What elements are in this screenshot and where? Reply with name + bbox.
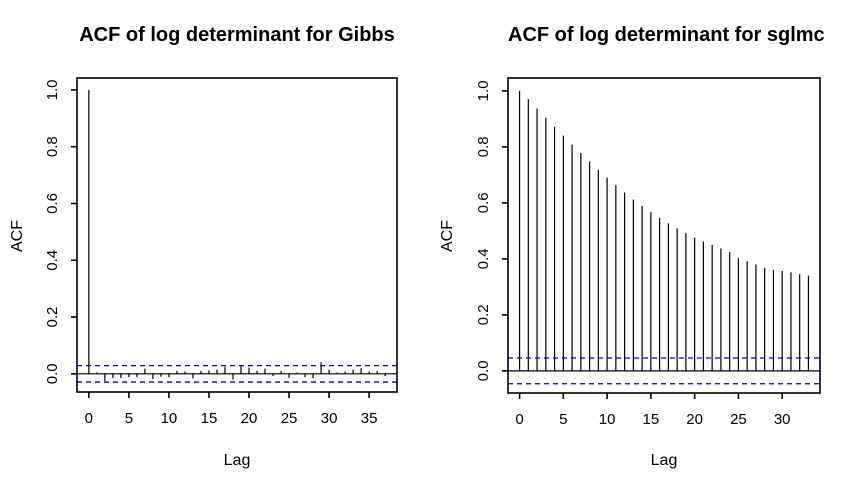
acf-plot-sglmc: 0 5 10 15 20 25 30 0.0 0.2 0.4 0.6 0.8 1.0	[475, 77, 821, 428]
x-tick-labels: 0 5 10 15 20 25 30 35	[85, 410, 378, 427]
y-tick-label: 0.4	[475, 248, 492, 269]
chart-title-sglmc: ACF of log determinant for sglmc	[508, 24, 825, 46]
y-tick-label: 0.8	[44, 136, 61, 157]
x-tick-label: 25	[730, 411, 747, 428]
y-tick-label: 0.6	[44, 193, 61, 214]
x-axis-label-lag: Lag	[223, 452, 251, 469]
y-tick-label: 0.8	[475, 136, 492, 157]
x-tick-label: 5	[125, 410, 133, 427]
x-tick-label: 20	[686, 411, 703, 428]
x-tick-label: 15	[643, 411, 660, 428]
y-tick-label: 0.6	[475, 192, 492, 213]
acf-bars	[518, 90, 810, 371]
x-tick-label: 35	[361, 410, 378, 427]
x-tick-label: 15	[201, 410, 218, 427]
y-axis-ticks	[502, 90, 508, 372]
y-tick-label: 0.2	[44, 307, 61, 328]
x-tick-label: 20	[241, 410, 258, 427]
x-tick-label: 10	[599, 411, 616, 428]
acf-bars	[88, 89, 386, 381]
y-tick-labels: 0.0 0.2 0.4 0.6 0.8 1.0	[44, 79, 61, 384]
y-tick-label: 0.2	[475, 304, 492, 325]
y-tick-label: 0.0	[44, 363, 61, 384]
y-axis-ticks	[71, 89, 77, 375]
x-axis-ticks	[518, 393, 783, 399]
y-tick-label: 1.0	[44, 79, 61, 100]
x-tick-labels: 0 5 10 15 20 25 30	[515, 411, 790, 428]
y-tick-label: 1.0	[475, 80, 492, 101]
plot-box	[507, 77, 821, 394]
y-tick-labels: 0.0 0.2 0.4 0.6 0.8 1.0	[475, 80, 492, 381]
x-tick-label: 5	[559, 411, 567, 428]
y-tick-label: 0.0	[475, 360, 492, 381]
x-tick-label: 30	[774, 411, 791, 428]
x-tick-label: 25	[281, 410, 298, 427]
x-tick-label: 0	[515, 411, 523, 428]
x-tick-label: 30	[321, 410, 338, 427]
plot-box	[76, 77, 398, 393]
x-tick-label: 0	[85, 410, 93, 427]
y-tick-label: 0.4	[44, 250, 61, 271]
x-axis-label-lag: Lag	[650, 452, 678, 469]
chart-title-gibbs: ACF of log determinant for Gibbs	[79, 24, 395, 46]
acf-plot-gibbs: 0 5 10 15 20 25 30 35 0.0 0.2 0.4 0.6 0.8 1.0	[44, 77, 398, 427]
x-axis-ticks	[88, 392, 370, 398]
x-tick-label: 10	[161, 410, 178, 427]
